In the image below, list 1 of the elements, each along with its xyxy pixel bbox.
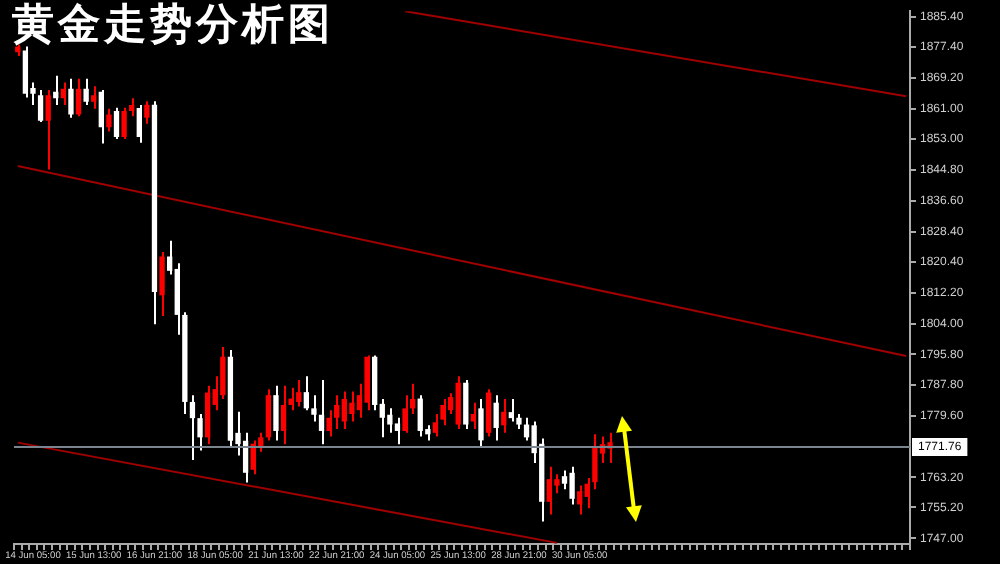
chart-title: 黄金走势分析图 <box>12 0 334 52</box>
